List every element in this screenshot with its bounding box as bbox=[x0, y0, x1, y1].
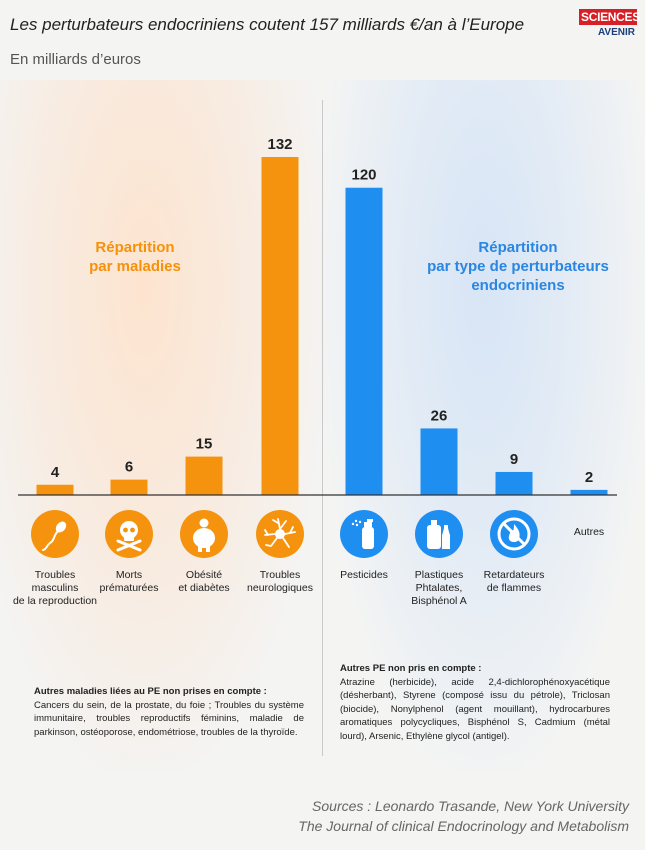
category-label-line: Plastiques bbox=[414, 569, 464, 581]
bar bbox=[570, 489, 608, 495]
bar-value-label: 132 bbox=[267, 136, 292, 153]
note-text: Atrazine (herbicide), acide 2,4-dichloro… bbox=[340, 676, 610, 742]
bar-value-label: 120 bbox=[351, 167, 376, 184]
note-other-diseases: Autres maladies liées au PE non prises e… bbox=[34, 685, 304, 739]
category-label-line: de flammes bbox=[486, 582, 542, 594]
category-label-line: Bisphénol A bbox=[411, 595, 467, 607]
group-label-perturbateurs: Répartition par type de perturbateurs en… bbox=[400, 238, 636, 295]
group-label-line: Répartition bbox=[95, 239, 175, 256]
category-label-line: Morts bbox=[115, 569, 143, 581]
category-label-line: masculins bbox=[31, 582, 79, 594]
bar-value-label: 6 bbox=[125, 459, 133, 476]
logo-line-1: SCIENCES bbox=[579, 9, 640, 25]
bar-value-label: 4 bbox=[51, 464, 60, 481]
logo-line-2: AVENIR bbox=[597, 27, 635, 38]
category-label: Troubles masculins de la reproduction bbox=[0, 569, 110, 608]
group-label-line: par maladies bbox=[89, 258, 181, 275]
bar bbox=[345, 187, 383, 495]
sources: Sources : Leonardo Trasande, New York Un… bbox=[298, 796, 629, 836]
skull-crossbones-icon bbox=[105, 510, 153, 558]
bar bbox=[420, 428, 458, 495]
category-label-line: prématurées bbox=[99, 582, 159, 594]
note-title: Autres PE non pris en compte : bbox=[340, 663, 482, 674]
no-fire-icon bbox=[490, 510, 538, 558]
source-line: The Journal of clinical Endocrinology an… bbox=[298, 818, 629, 834]
category-label-line: neurologiques bbox=[247, 582, 313, 594]
category-label: Obésité et diabètes bbox=[149, 569, 259, 595]
category-label-line: Autres bbox=[573, 526, 605, 538]
category-label-line: Pesticides bbox=[340, 569, 388, 581]
plastic-bottles-icon bbox=[415, 510, 463, 558]
category-label-line: Troubles bbox=[34, 569, 76, 581]
category-label: Pesticides bbox=[309, 569, 419, 582]
category-label-line: Obésité bbox=[185, 569, 223, 581]
category-label: Plastiques Phtalates, Bisphénol A bbox=[384, 569, 494, 608]
category-label: Troubles neurologiques bbox=[225, 569, 335, 595]
note-other-disruptors: Autres PE non pris en compte : Atrazine … bbox=[340, 662, 610, 743]
bar-value-label: 26 bbox=[431, 407, 448, 424]
category-label-line: de la reproduction bbox=[12, 595, 98, 607]
category-label: Morts prématurées bbox=[74, 569, 184, 595]
group-label-line: endocriniens bbox=[471, 277, 565, 294]
category-label: Autres bbox=[534, 526, 644, 539]
chart-subtitle: En milliards d’euros bbox=[10, 51, 141, 68]
bar bbox=[36, 484, 74, 495]
bar bbox=[261, 157, 299, 495]
source-line: Sources : Leonardo Trasande, New York Un… bbox=[312, 798, 629, 814]
group-label-line: par type de perturbateurs bbox=[427, 258, 609, 275]
category-label-line: et diabètes bbox=[178, 582, 230, 594]
chart-title: Les perturbateurs endocriniens coutent 1… bbox=[10, 15, 525, 34]
bar bbox=[110, 479, 148, 495]
note-title: Autres maladies liées au PE non prises e… bbox=[34, 686, 267, 697]
group-label-maladies: Répartition par maladies bbox=[60, 238, 210, 276]
category-label: Retardateurs de flammes bbox=[459, 569, 569, 595]
group-label-line: Répartition bbox=[478, 239, 558, 256]
bar-chart: 4 6 15 132 120 26 9 2 bbox=[18, 136, 617, 496]
sperm-icon bbox=[31, 510, 79, 558]
neuron-icon bbox=[256, 510, 304, 558]
bar-value-label: 9 bbox=[510, 451, 518, 468]
bar bbox=[185, 456, 223, 495]
obesity-icon bbox=[180, 510, 228, 558]
category-label-line: Phtalates, bbox=[415, 582, 463, 594]
category-label-line: Retardateurs bbox=[483, 569, 545, 581]
bar-value-label: 2 bbox=[585, 469, 593, 486]
sciences-avenir-logo: SCIENCES AVENIR bbox=[579, 9, 640, 42]
note-text: Cancers du sein, de la prostate, du foie… bbox=[34, 699, 304, 738]
bar bbox=[495, 471, 533, 495]
spray-bottle-icon bbox=[340, 510, 388, 558]
panel-divider bbox=[322, 100, 323, 756]
category-label-line: Troubles bbox=[259, 569, 301, 581]
bar-value-label: 15 bbox=[196, 436, 213, 453]
